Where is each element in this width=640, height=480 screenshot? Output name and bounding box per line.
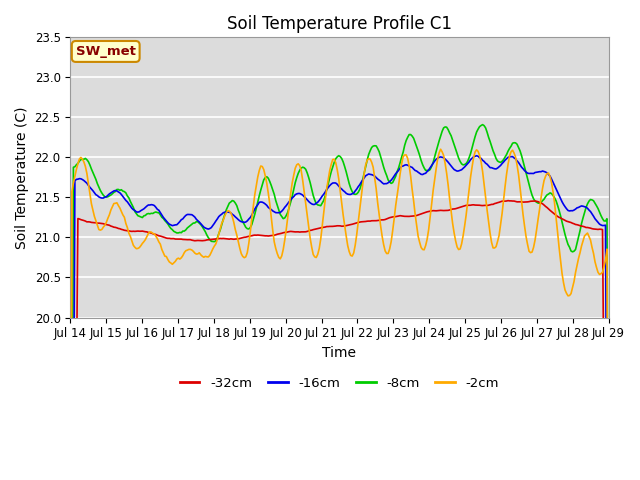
Y-axis label: Soil Temperature (C): Soil Temperature (C) xyxy=(15,106,29,249)
Title: Soil Temperature Profile C1: Soil Temperature Profile C1 xyxy=(227,15,452,33)
Text: SW_met: SW_met xyxy=(76,45,136,58)
X-axis label: Time: Time xyxy=(323,346,356,360)
Legend: -32cm, -16cm, -8cm, -2cm: -32cm, -16cm, -8cm, -2cm xyxy=(174,372,504,395)
